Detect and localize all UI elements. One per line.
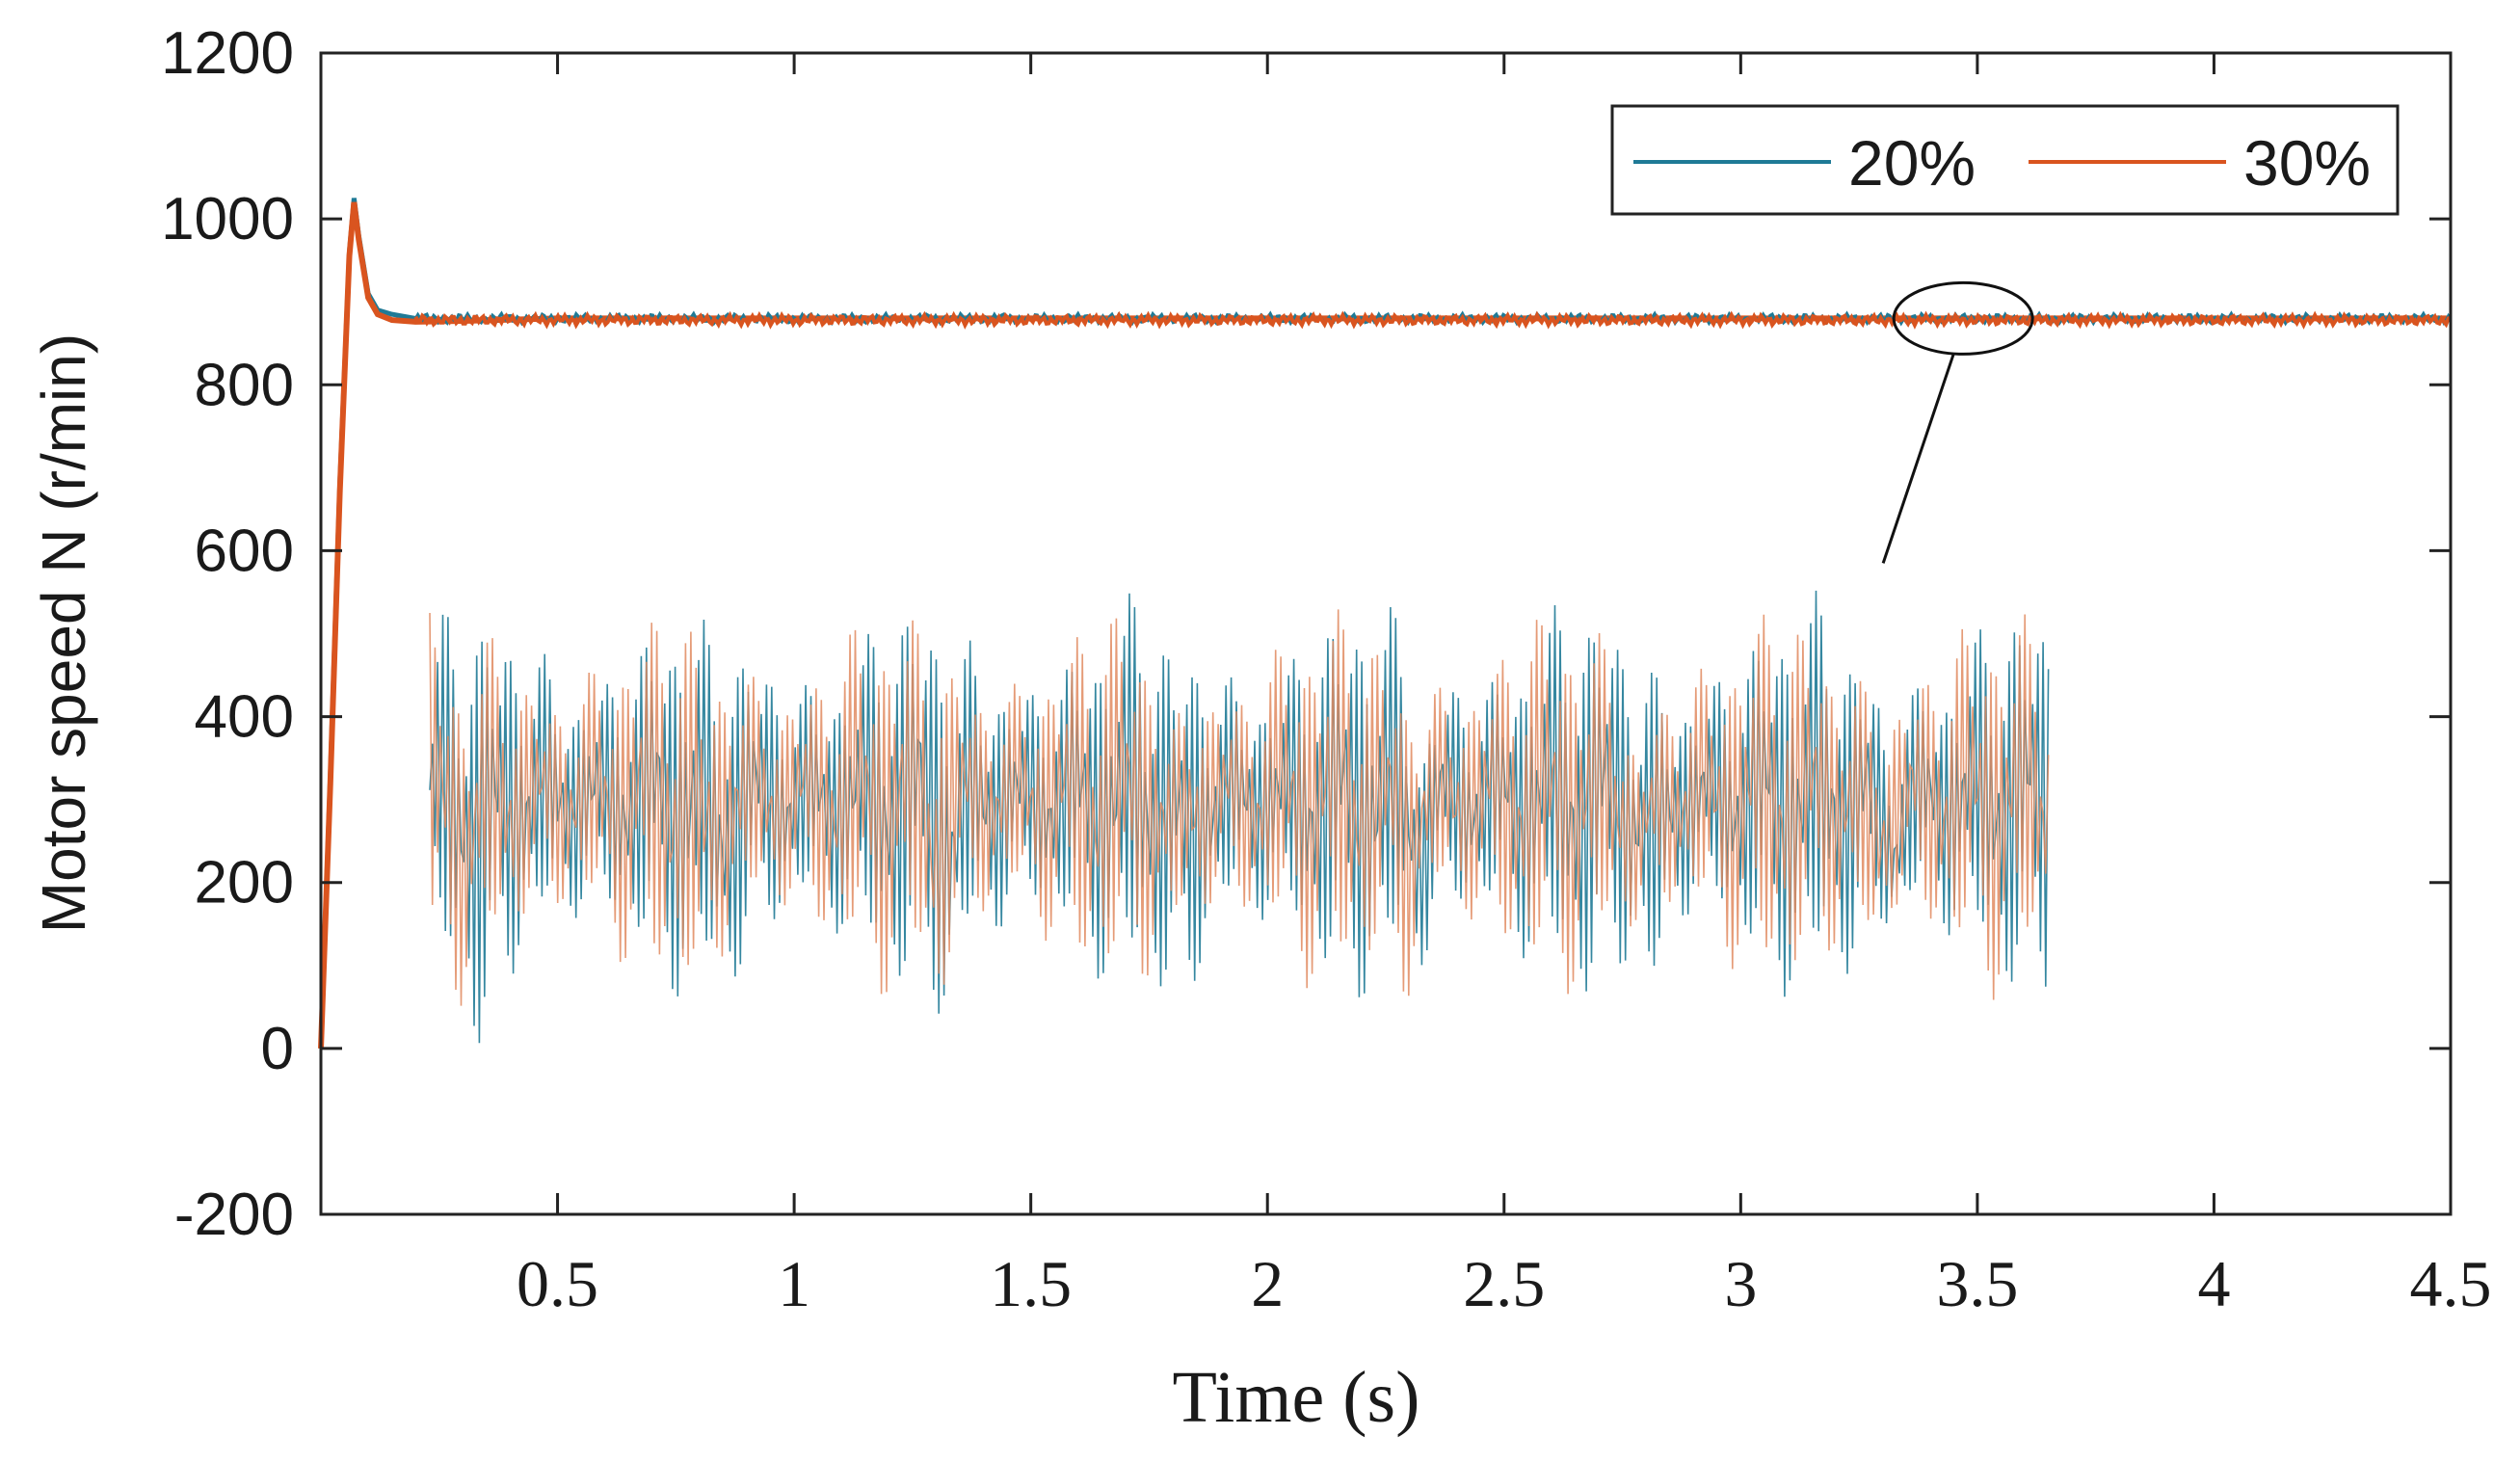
- y-tick-label: 800: [195, 352, 294, 418]
- y-tick-label: -200: [174, 1182, 294, 1248]
- x-axis-label: Time (s): [1173, 1357, 1420, 1438]
- inset-line-30: [429, 609, 2050, 1006]
- x-tick-label: 1.5: [990, 1247, 1072, 1320]
- y-axis-label: Motor speed N (r/min): [29, 333, 98, 933]
- axis-ticks: [321, 51, 2453, 1216]
- x-tick-label: 4.5: [2410, 1247, 2492, 1320]
- x-tick-label: 3.5: [1936, 1247, 2018, 1320]
- inset-ripple: [429, 590, 2050, 1044]
- x-tick-label: 1: [778, 1247, 810, 1320]
- x-tick-label: 2: [1251, 1247, 1284, 1320]
- legend-label-30: 30%: [2243, 127, 2371, 199]
- y-tick-label: 400: [195, 684, 294, 751]
- zoom-leader-line: [1881, 353, 1955, 564]
- x-tick-label: 4: [2197, 1247, 2230, 1320]
- series-group: [318, 198, 2453, 1050]
- zoom-annotation: [1881, 280, 2034, 564]
- zoom-ellipse: [1892, 280, 2034, 356]
- y-tick-label: 1000: [161, 186, 294, 253]
- x-tick-label: 2.5: [1463, 1247, 1545, 1320]
- x-tick-labels: 0.5 1 1.5 2 2.5 3 3.5 4 4.5: [517, 1247, 2491, 1320]
- y-tick-label: 1200: [161, 20, 294, 87]
- y-tick-label: 0: [261, 1016, 294, 1082]
- plot-frame: [319, 51, 2453, 1216]
- y-tick-label: 600: [195, 518, 294, 584]
- y-tick-labels: -200 0 200 400 600 800 1000 1200: [161, 20, 294, 1248]
- x-tick-label: 0.5: [517, 1247, 598, 1320]
- x-tick-label: 3: [1724, 1247, 1757, 1320]
- legend-label-20: 20%: [1848, 127, 1976, 199]
- legend: 20% 30%: [1610, 104, 2400, 216]
- steady-ripple-30: [413, 310, 2452, 330]
- y-tick-label: 200: [195, 850, 294, 917]
